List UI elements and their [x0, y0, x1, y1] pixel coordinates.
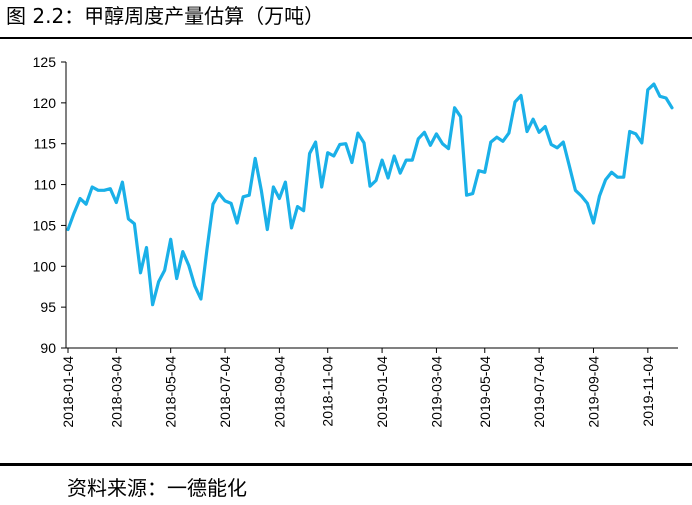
- x-tick-label: 2019-09-04: [585, 356, 601, 428]
- y-tick-label: 115: [34, 136, 57, 152]
- y-tick-label: 125: [33, 54, 57, 70]
- y-tick-label: 100: [33, 258, 57, 274]
- y-tick-label: 120: [33, 95, 57, 111]
- x-tick-label: 2018-07-04: [217, 356, 233, 428]
- y-axis-ticks: 90 95 100 105 110 115 120 125: [33, 54, 66, 356]
- x-tick-label: 2019-05-04: [477, 356, 493, 428]
- source-note: 资料来源：一德能化: [67, 476, 247, 500]
- y-tick-label: 90: [40, 340, 56, 356]
- x-tick-label: 2018-05-04: [163, 356, 179, 428]
- x-tick-label: 2018-09-04: [271, 356, 287, 428]
- y-tick-label: 105: [33, 217, 57, 233]
- x-tick-label: 2019-07-04: [531, 356, 547, 428]
- chart-title: 图 2.2：甲醇周度产量估算（万吨）: [6, 4, 325, 28]
- x-tick-label: 2019-01-04: [374, 356, 390, 428]
- y-tick-label: 95: [40, 299, 56, 315]
- top-divider: [0, 37, 692, 39]
- x-tick-label: 2019-03-04: [428, 356, 444, 428]
- x-tick-label: 2019-11-04: [640, 356, 656, 427]
- bottom-divider: [0, 463, 692, 466]
- x-tick-label: 2018-11-04: [320, 356, 336, 427]
- y-tick-label: 110: [34, 177, 57, 193]
- x-tick-label: 2018-01-04: [60, 356, 76, 428]
- axes: [65, 62, 678, 349]
- x-axis-ticks: 2018-01-04 2018-03-04 2018-05-04 2018-07-04…: [60, 348, 656, 428]
- x-tick-label: 2018-03-04: [108, 356, 124, 428]
- series-line: [66, 82, 674, 307]
